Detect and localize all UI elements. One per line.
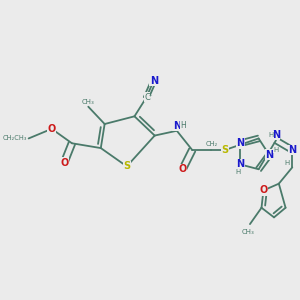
- Text: N: N: [236, 159, 244, 170]
- Text: N: N: [265, 150, 273, 160]
- Text: S: S: [123, 161, 130, 171]
- Text: H: H: [236, 169, 241, 175]
- Text: H: H: [181, 122, 186, 130]
- Text: H: H: [273, 147, 279, 153]
- Text: O: O: [259, 185, 268, 195]
- Text: N: N: [236, 138, 244, 148]
- Text: O: O: [60, 158, 68, 167]
- Text: N: N: [288, 145, 296, 155]
- Text: S: S: [221, 145, 229, 155]
- Text: N: N: [272, 130, 280, 140]
- Text: CH₃: CH₃: [82, 99, 95, 105]
- Text: CH₃: CH₃: [242, 229, 254, 235]
- Text: H: H: [285, 160, 290, 166]
- Text: C: C: [144, 93, 150, 102]
- Text: ···: ···: [148, 94, 153, 99]
- Text: CH₂: CH₂: [205, 141, 218, 147]
- Text: CH₂CH₃: CH₂CH₃: [2, 136, 27, 142]
- Text: N: N: [150, 76, 158, 86]
- Text: N: N: [173, 121, 181, 131]
- Text: O: O: [48, 124, 56, 134]
- Text: H: H: [268, 132, 274, 138]
- Text: O: O: [178, 164, 187, 174]
